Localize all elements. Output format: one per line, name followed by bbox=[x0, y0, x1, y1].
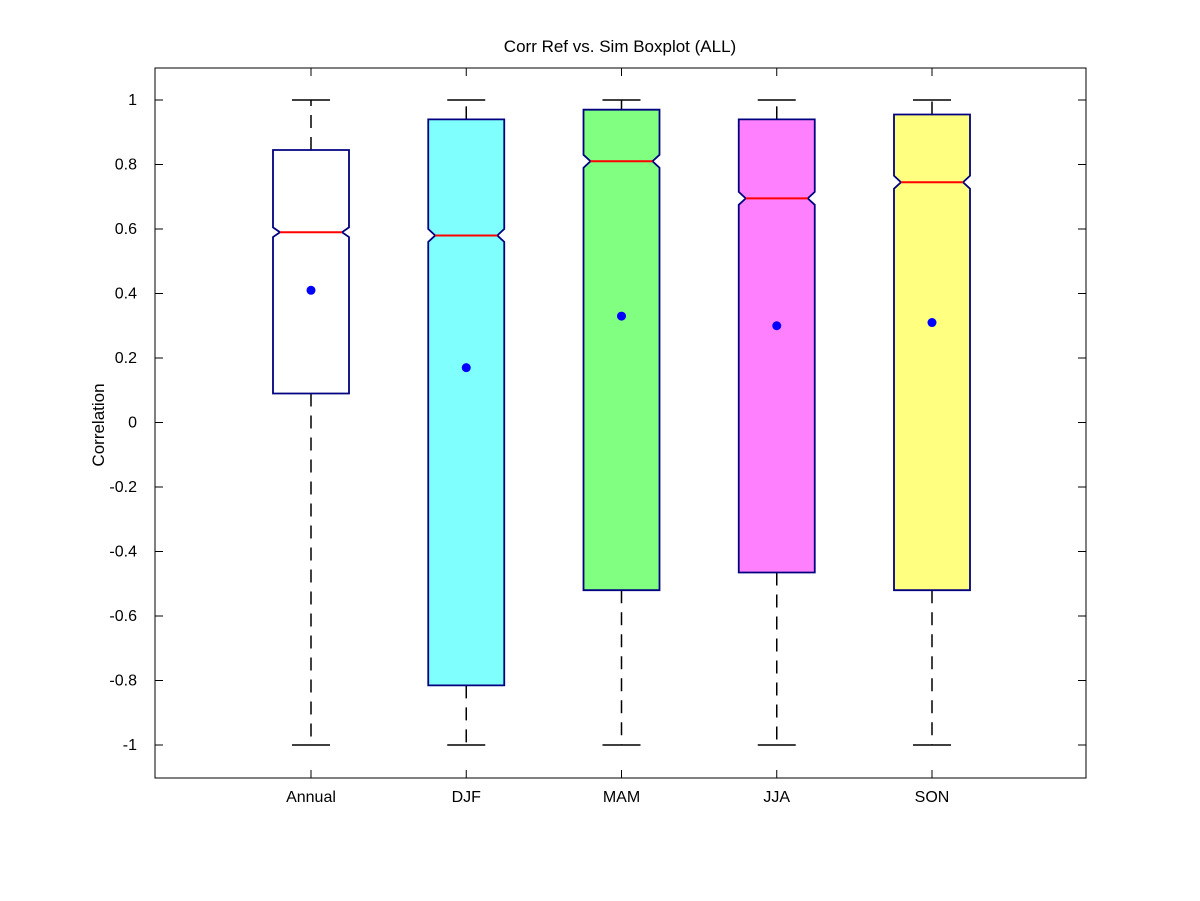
x-tick-label-son: SON bbox=[915, 789, 950, 806]
y-tick-label: -0.2 bbox=[109, 479, 137, 496]
x-tick-label-djf: DJF bbox=[452, 789, 482, 806]
y-tick-label: -0.6 bbox=[109, 608, 137, 625]
box-group-jja bbox=[737, 99, 816, 746]
y-tick-label: 0.2 bbox=[115, 350, 137, 367]
box-group-djf bbox=[427, 99, 506, 746]
y-tick-label: 0.8 bbox=[115, 157, 137, 174]
y-tick-label: 0 bbox=[128, 415, 137, 432]
box-djf bbox=[427, 118, 506, 687]
box-annual bbox=[272, 149, 350, 395]
box-son bbox=[893, 113, 971, 592]
mean-marker bbox=[617, 311, 626, 321]
mean-marker bbox=[306, 285, 316, 295]
mean-marker bbox=[927, 318, 937, 328]
chart-marks bbox=[272, 99, 971, 746]
y-tick-label: -0.8 bbox=[109, 673, 137, 690]
box-mam bbox=[582, 108, 661, 592]
y-tick-label: 0.4 bbox=[115, 286, 137, 303]
box-jja bbox=[737, 118, 816, 574]
chart-title: Corr Ref vs. Sim Boxplot (ALL) bbox=[504, 37, 736, 56]
box-group-mam bbox=[582, 99, 661, 746]
y-axis-label: Correlation bbox=[89, 383, 108, 466]
box-group-son bbox=[893, 99, 971, 746]
box-group-annual bbox=[272, 99, 350, 746]
y-tick-label: 1 bbox=[128, 92, 137, 109]
y-tick-label: 0.6 bbox=[115, 221, 137, 238]
mean-marker bbox=[772, 321, 782, 331]
y-tick-label: -0.4 bbox=[109, 544, 137, 561]
x-tick-label-jja: JJA bbox=[763, 789, 790, 806]
mean-marker bbox=[461, 363, 471, 373]
y-axis-ticks: 1 0.8 0.6 0.4 0.2 0 -0.2 -0.4 -0.6 -0.8 -1 bbox=[109, 92, 1086, 754]
x-axis-ticks: Annual DJF MAM JJA SON bbox=[286, 68, 949, 806]
x-tick-label-annual: Annual bbox=[286, 789, 336, 806]
y-tick-label: -1 bbox=[123, 737, 137, 754]
x-tick-label-mam: MAM bbox=[603, 789, 640, 806]
